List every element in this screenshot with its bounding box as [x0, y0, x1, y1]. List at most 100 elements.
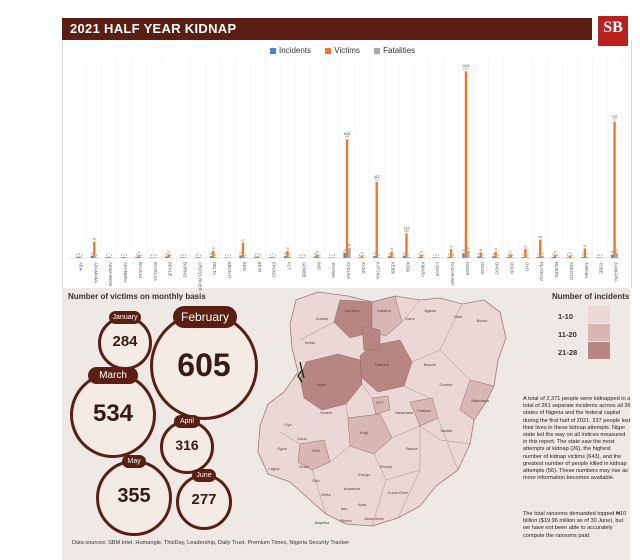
bubble-march: 534 [70, 372, 156, 458]
chart-frame [62, 40, 632, 288]
bar-victims-nasarawa [449, 249, 453, 258]
bar-value-label: 2 [111, 253, 113, 257]
bar-incidents-rivers [551, 256, 554, 258]
bar-value-label: 48 [450, 245, 453, 249]
bar-value-label: 133 [404, 229, 409, 233]
bar-value-label: 10 [209, 252, 212, 256]
bar-value-label: 4 [183, 253, 185, 257]
bar-value-label: 14 [360, 251, 363, 255]
bar-incidents-bayelsa [150, 257, 153, 258]
bar-incidents-abia [75, 256, 79, 258]
bar-value-label: 56 [348, 243, 351, 247]
bar-value-label: 9 [257, 252, 259, 256]
bar-fatalities-niger [467, 250, 470, 258]
bar-value-label: 0 [155, 253, 157, 257]
bubble-value-april: 316 [175, 437, 199, 453]
bar-fatalities-rivers [556, 257, 559, 258]
x-tick-label-bauchi: BAUCHI [138, 262, 143, 278]
map-label-adamawa: Adamawa [471, 398, 490, 403]
bar-value-label: 2 [180, 253, 182, 257]
bar-fatalities-ekiti [259, 257, 262, 258]
x-tick-label-katsina: KATSINA [376, 262, 381, 280]
bar-value-label: 16 [137, 251, 140, 255]
bar-value-label: 4 [270, 253, 272, 257]
bar-value-label: 12 [90, 251, 93, 255]
bar-value-label: 1 [597, 253, 599, 257]
bar-incidents-borno [179, 257, 183, 258]
tag-april: April [174, 415, 200, 428]
bar-value-label: 4 [245, 253, 247, 257]
map-label-fct: FCT [376, 400, 384, 405]
bar-value-label: 5 [522, 253, 524, 257]
bar-value-label: 19 [316, 250, 319, 254]
bar-value-label: 7 [272, 252, 274, 256]
bar-value-label: 21 [167, 250, 170, 254]
bar-value-label: 0 [601, 253, 603, 257]
bar-victims-yobe [598, 257, 601, 258]
tag-may: May [122, 455, 146, 468]
sbm-logo: SB [598, 16, 628, 46]
bar-fatalities-nasarawa [452, 257, 455, 258]
bubble-january: 284 [98, 316, 152, 370]
bar-fatalities-anambra [125, 257, 128, 258]
bar-value-label: 6 [255, 252, 257, 256]
bar-fatalities-bayelsa [154, 257, 158, 258]
map-label-kano: Kano [405, 316, 415, 321]
bar-value-label: 0 [304, 253, 306, 257]
bar-fatalities-edo [244, 257, 247, 258]
bar-incidents-kebbi [387, 256, 391, 258]
map-river [297, 361, 305, 383]
x-tick-label-gombe: GOMBE [301, 262, 306, 278]
bar-value-label: 10 [284, 252, 287, 256]
bar-incidents-enugu [269, 257, 272, 258]
bar-victims-kwara [420, 254, 423, 258]
incidents-legend-swatch-3 [588, 342, 610, 359]
map-state-katsina [371, 295, 403, 337]
bar-victims-katsina [375, 181, 378, 258]
bar-fatalities-borno [184, 257, 188, 258]
bar-value-label: 1011 [463, 67, 469, 71]
x-tick-label-enugu: ENUGU [272, 262, 277, 277]
bar-value-label: 88 [93, 237, 96, 241]
bar-victims-zamfara [613, 121, 616, 258]
bar-incidents-oyo [521, 257, 525, 258]
chart-legend: Incidents Victims Fatalities [270, 46, 427, 55]
nigeria-map: Sokoto Zamfara Katsina Kano Jigawa Yobe Borno K… [257, 291, 507, 527]
bar-value-label: 34 [494, 247, 497, 251]
page-title: 2021 HALF YEAR KIDNAP [70, 21, 237, 36]
x-tick-label-ondo: ONDO [495, 262, 500, 275]
map-label-enugu: Enugu [358, 472, 370, 477]
map-label-ebonyi: Ebonyi [380, 464, 392, 469]
bar-victims-sokoto [568, 255, 572, 258]
bar-fatalities-kogi [407, 257, 411, 258]
bar-incidents-kaduna [343, 252, 346, 258]
bar-value-label: 30 [479, 248, 482, 252]
bubble-may: 355 [96, 460, 172, 536]
bar-value-label: 3 [527, 253, 529, 257]
map-state-zamfara-west [361, 325, 381, 351]
bar-value-label: 2 [141, 253, 143, 257]
bar-value-label: 4 [497, 253, 499, 257]
bar-victims-imo [316, 254, 319, 258]
bubble-value-january: 284 [112, 333, 138, 350]
summary-paragraph-2: The total ransoms demanded topped ₦10 bi… [523, 511, 627, 539]
map-label-zamfara: Zamfara [345, 308, 361, 313]
bar-value-label: 1 [274, 253, 276, 257]
bar-value-label: 6 [136, 252, 138, 256]
bar-value-label: 1 [329, 253, 331, 257]
bar-incidents-osun [506, 257, 510, 258]
bar-value-label: 1 [572, 253, 574, 257]
x-tick-label-fct: FCT [287, 262, 292, 271]
x-tick-label-ekiti: EKITI [257, 262, 262, 272]
bar-victims-cross-river [197, 256, 200, 258]
bar-value-label: 9 [493, 252, 495, 256]
legend-swatch-victims [325, 47, 332, 54]
bar-incidents-ogun [477, 256, 480, 258]
title-bar [62, 18, 592, 40]
x-tick-label-osun: OSUN [510, 262, 515, 274]
bar-value-label: 737 [612, 117, 617, 121]
x-tick-label-borno: BORNO [182, 262, 187, 278]
bar-fatalities-kebbi [392, 257, 396, 258]
